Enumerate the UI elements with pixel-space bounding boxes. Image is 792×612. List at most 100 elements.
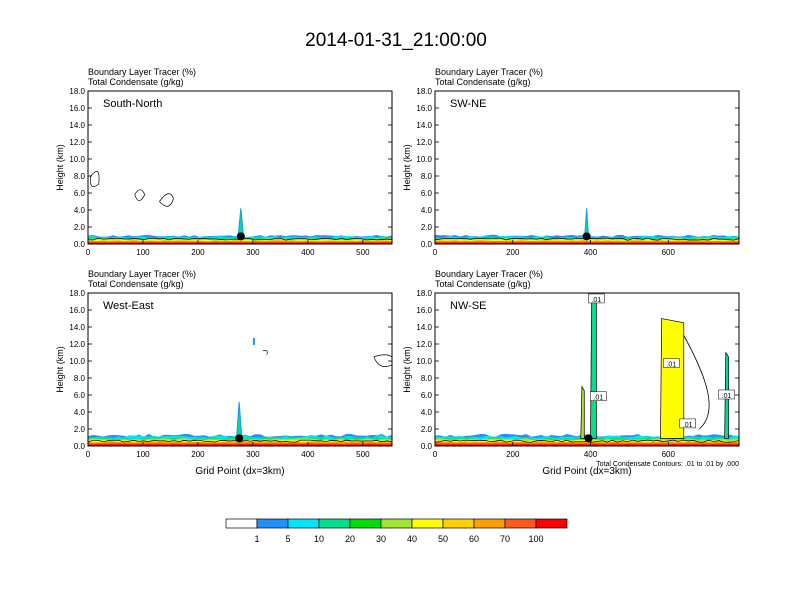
contour-label: .01 [666,362,676,369]
y-tick-label: 2.0 [421,425,433,434]
colorbar-box [349,518,382,529]
colorbar-box [442,518,475,529]
contour-label-box [663,358,680,368]
colorbar-box [380,518,413,529]
panel-subtitle-1: Boundary Layer Tracer (%) [88,67,196,77]
colorbar-label: 30 [376,534,386,544]
panel-name: SW-NE [450,98,486,110]
colorbar-label: 20 [345,534,355,544]
x-tick-label: 600 [662,248,676,257]
x-tick-label: 400 [584,450,598,459]
y-tick-label: 8.0 [74,172,86,181]
convective-tower [580,385,585,439]
colorbar-label: 50 [438,534,448,544]
panel-subtitle-2: Total Condensate (g/kg) [435,77,531,87]
cloud-contour [90,171,100,187]
y-tick-label: 16.0 [69,104,85,113]
x-tick-label: 0 [86,248,91,257]
y-axis-label: Height (km) [55,144,65,191]
x-tick-label: 0 [433,248,438,257]
x-tick-label: 500 [356,450,370,459]
y-tick-label: 16.0 [416,306,432,315]
colorbar-label: 10 [314,534,324,544]
colorbar-box [535,518,568,529]
contour-label: .01 [722,393,732,400]
x-tick-label: 0 [433,450,438,459]
cloud-contour [373,354,392,367]
y-tick-label: 6.0 [74,189,86,198]
y-tick-label: 0.0 [74,240,86,249]
condensate-contour [683,335,710,430]
y-tick-label: 12.0 [416,340,432,349]
y-tick-label: 12.0 [69,340,85,349]
y-tick-label: 14.0 [416,121,432,130]
colorbar-box [256,518,289,529]
panel-subtitle-2: Total Condensate (g/kg) [435,279,531,289]
panel-nw-se: Boundary Layer Tracer (%)Total Condensat… [402,269,740,477]
x-tick-label: 0 [86,450,91,459]
location-marker [235,434,244,443]
y-axis-label: Height (km) [402,144,412,191]
panel-subtitle-1: Boundary Layer Tracer (%) [88,269,196,279]
x-tick-label: 300 [246,248,260,257]
contour-label-box [590,391,607,401]
cloud-contour [262,349,268,355]
y-tick-label: 4.0 [74,408,86,417]
plot-frame [434,292,740,447]
cloud-contour [134,189,146,202]
panel-name: West-East [103,300,154,312]
panel-west-east: Boundary Layer Tracer (%)Total Condensat… [55,269,393,477]
y-tick-label: 10.0 [416,155,432,164]
panel-name: NW-SE [450,300,486,312]
location-marker [584,434,593,443]
y-tick-label: 2.0 [74,223,86,232]
tracer-patch [252,338,255,346]
panel-sw-ne: Boundary Layer Tracer (%)Total Condensat… [402,67,740,257]
y-tick-label: 0.0 [421,240,433,249]
y-tick-label: 6.0 [421,189,433,198]
x-tick-label: 400 [301,450,315,459]
y-tick-label: 18.0 [69,289,85,298]
y-tick-label: 14.0 [69,121,85,130]
y-tick-label: 8.0 [421,172,433,181]
y-tick-label: 18.0 [416,289,432,298]
panel-south-north: Boundary Layer Tracer (%)Total Condensat… [55,67,393,257]
colorbar-label: 60 [469,534,479,544]
y-tick-label: 16.0 [69,306,85,315]
contour-label: .01 [591,297,601,304]
y-tick-label: 8.0 [421,374,433,383]
y-axis-label: Height (km) [402,346,412,393]
panel-subtitle-1: Boundary Layer Tracer (%) [435,67,543,77]
x-axis-label: Grid Point (dx=3km) [542,466,631,477]
y-tick-label: 10.0 [69,155,85,164]
y-tick-label: 12.0 [416,138,432,147]
y-tick-label: 2.0 [421,223,433,232]
y-tick-label: 4.0 [421,206,433,215]
colorbar-label: 100 [528,534,543,544]
x-tick-label: 400 [584,248,598,257]
y-tick-label: 4.0 [74,206,86,215]
colorbar-label: 5 [285,534,290,544]
x-tick-label: 400 [301,248,315,257]
colorbar-box [473,518,506,529]
y-tick-label: 18.0 [416,87,432,96]
colorbar-label: 1 [254,534,259,544]
colorbar-box [504,518,537,529]
location-marker [236,232,245,241]
x-tick-label: 600 [662,450,676,459]
contour-footnote: Total Condensate Contours: .01 to .01 by… [596,461,739,468]
contour-label-box [588,293,605,304]
page-title: 2014-01-31_21:00:00 [305,30,487,51]
x-tick-label: 200 [191,248,205,257]
panel-name: South-North [103,98,162,110]
y-tick-label: 10.0 [69,357,85,366]
x-tick-label: 300 [246,450,260,459]
contour-label-box [679,418,696,429]
panel-subtitle-2: Total Condensate (g/kg) [88,77,184,87]
y-tick-label: 0.0 [74,442,86,451]
y-tick-label: 4.0 [421,408,433,417]
x-tick-label: 200 [506,450,520,459]
y-axis-label: Height (km) [55,346,65,393]
plot-frame [87,90,393,245]
colorbar-label: 40 [407,534,417,544]
